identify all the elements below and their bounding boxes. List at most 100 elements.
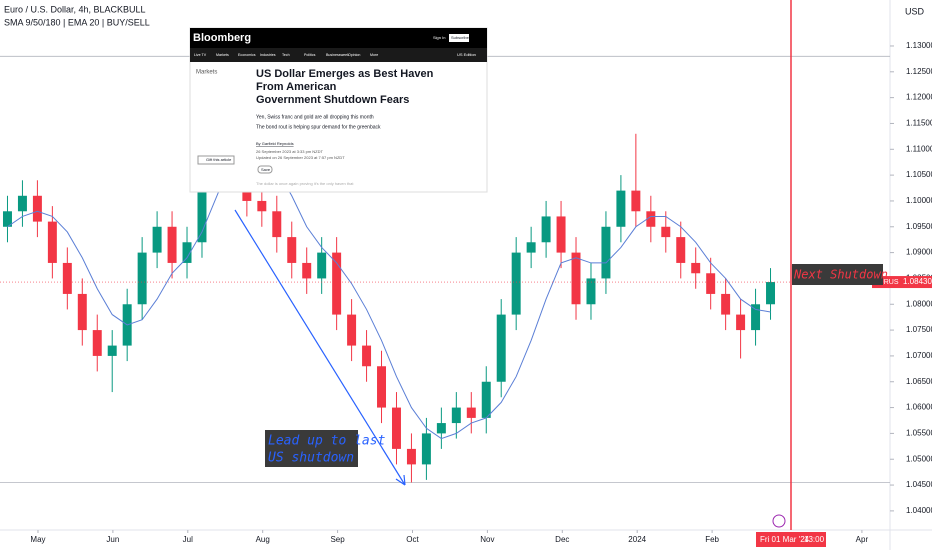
candle-body xyxy=(332,252,342,315)
bullet: The bond rout is helping spur demand for… xyxy=(256,124,381,130)
y-tick-label: 1.05500 xyxy=(906,429,932,438)
date: Updated on 26 September 2023 at 7:57 pm … xyxy=(256,155,345,160)
y-tick-label: 1.06500 xyxy=(906,377,932,386)
y-tick-label: 1.10000 xyxy=(906,196,932,205)
candle-body xyxy=(541,216,551,243)
y-tick-label: 1.10500 xyxy=(906,170,932,179)
candle-body xyxy=(77,293,87,331)
candle-body xyxy=(661,226,671,238)
cursor-date: Fri 01 Mar '24 xyxy=(760,535,810,544)
candle-body xyxy=(391,407,401,449)
candle-body xyxy=(751,304,761,331)
currency: USD xyxy=(905,6,925,16)
candle-body xyxy=(167,226,177,263)
x-tick-label: Nov xyxy=(480,535,494,544)
candle-body xyxy=(676,237,686,263)
news-signin: Sign In xyxy=(433,35,445,40)
nav-item: More xyxy=(370,53,378,57)
candle-body xyxy=(631,190,641,212)
y-tick-label: 1.04500 xyxy=(906,480,932,489)
headline: US Dollar Emerges as Best Haven xyxy=(256,68,434,80)
candle-body xyxy=(107,345,117,356)
candle-body xyxy=(406,448,416,465)
nav-item: Politics xyxy=(304,53,316,57)
byline: By Garfield Reynolds xyxy=(256,141,294,146)
annotation-text: Lead up to last xyxy=(268,434,386,449)
save: Save xyxy=(261,167,271,172)
news-edition: US Edition xyxy=(457,52,476,57)
y-tick-label: 1.08000 xyxy=(906,299,932,308)
arrow-head xyxy=(395,474,406,486)
x-tick-label: Feb xyxy=(705,535,719,544)
news-image: Bloomberg Sign In Subscribe US Edition M… xyxy=(189,27,488,193)
y-tick-label: 1.09500 xyxy=(906,222,932,231)
y-tick-label: 1.11000 xyxy=(906,144,932,153)
candle-body xyxy=(646,211,656,227)
candle-body xyxy=(421,433,431,465)
nav-item: Live TV xyxy=(194,53,207,57)
teaser: The dollar is once again proving it's th… xyxy=(256,181,354,186)
candle-body xyxy=(362,345,372,367)
candle-body xyxy=(47,221,57,263)
y-tick-label: 1.11500 xyxy=(906,119,932,128)
candle-body xyxy=(526,242,536,253)
candle-body xyxy=(287,237,297,263)
news-subscribe: Subscribe xyxy=(451,35,470,40)
candle-body xyxy=(451,407,461,424)
y-tick-label: 1.07000 xyxy=(906,351,932,360)
candle-body xyxy=(436,423,446,434)
event-icon xyxy=(772,514,786,528)
y-tick-label: 1.05000 xyxy=(906,454,932,463)
nav-item: Tech xyxy=(282,53,290,57)
candle-body xyxy=(347,314,357,346)
x-tick-label: Dec xyxy=(555,535,569,544)
headline: Government Shutdown Fears xyxy=(256,94,409,106)
candle-body xyxy=(556,216,566,253)
candle-body xyxy=(137,252,147,305)
nav-item: Industries xyxy=(260,53,276,57)
candle-body xyxy=(197,149,207,243)
candle-body xyxy=(721,293,731,315)
annotation-text: US shutdown xyxy=(268,451,354,466)
candle-body xyxy=(272,211,282,238)
x-tick-label: Jun xyxy=(106,535,119,544)
candle-body xyxy=(62,262,72,294)
candle-body xyxy=(706,273,716,294)
cursor-clock: 13:00 xyxy=(804,535,825,544)
candle-body xyxy=(257,200,267,212)
cursor-time-box xyxy=(756,532,826,547)
news-brand: Bloomberg xyxy=(193,32,251,44)
candle-body xyxy=(766,282,776,305)
candle-body xyxy=(481,381,491,418)
candle-body xyxy=(616,190,626,227)
candle-body xyxy=(511,252,521,315)
gift: Gift this article xyxy=(206,157,232,162)
candle-body xyxy=(32,195,42,222)
candle-body xyxy=(2,211,12,227)
headline: From American xyxy=(256,81,337,93)
candle-body xyxy=(317,252,327,279)
save-btn xyxy=(257,165,273,174)
x-tick-label: Sep xyxy=(330,535,345,544)
news-section: Markets xyxy=(196,70,217,76)
nav-item: Opinion xyxy=(348,53,360,57)
nav-item: Businessweek xyxy=(326,53,349,57)
gift-btn xyxy=(197,155,235,165)
news-nav xyxy=(190,48,487,62)
candle-body xyxy=(92,330,102,356)
candle-body xyxy=(571,252,581,305)
candle-body xyxy=(302,262,312,279)
symbol-label: EURUSD xyxy=(874,279,904,286)
x-tick-label: Jul xyxy=(183,535,193,544)
candle-body xyxy=(691,262,701,274)
bullet: Yen, Swiss franc and gold are all droppi… xyxy=(256,114,374,120)
y-tick-label: 1.04000 xyxy=(906,506,932,515)
candle-body xyxy=(152,226,162,253)
x-tick-label: 2024 xyxy=(628,535,646,544)
y-tick-label: 1.12000 xyxy=(906,93,932,102)
annotation-box xyxy=(265,430,358,467)
y-tick-label: 1.13000 xyxy=(906,41,932,50)
indicators: SMA 9/50/180 | EMA 20 | BUY/SELL xyxy=(4,17,150,27)
candle-body xyxy=(586,278,596,305)
